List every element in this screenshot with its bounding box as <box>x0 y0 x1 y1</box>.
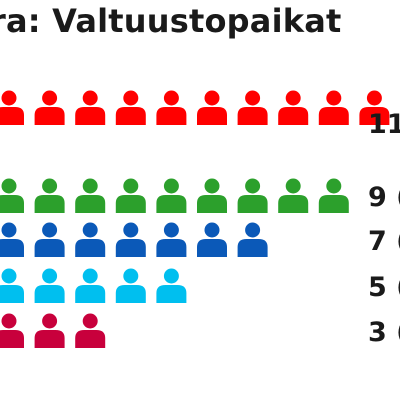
seat-count-label: 5 ( <box>368 272 400 303</box>
seat-count-label: 9 ( <box>368 182 400 213</box>
chart-title: ra: Valtuustopaikat <box>0 2 342 40</box>
seat-icon <box>237 222 268 257</box>
seat-icon <box>34 313 65 348</box>
seat-icon <box>34 178 65 213</box>
party-row: 5 ( <box>0 268 400 303</box>
seat-icon <box>156 268 187 303</box>
seat-count-label: 3 ( <box>368 317 400 348</box>
seat-icon <box>0 90 24 125</box>
seat-count-label: 7 ( <box>368 226 400 257</box>
seat-icon <box>0 268 24 303</box>
party-row: 9 ( <box>0 178 400 213</box>
party-row: 7 ( <box>0 222 400 257</box>
seat-icon <box>318 90 349 125</box>
seat-icon <box>115 222 146 257</box>
seat-icon <box>197 178 227 213</box>
seat-icon <box>237 178 268 213</box>
seat-icon <box>156 90 187 125</box>
seat-icon <box>75 178 106 213</box>
seat-icon <box>75 222 106 257</box>
seat-icon <box>278 178 309 213</box>
seat-icon <box>75 90 106 125</box>
seat-icon <box>0 178 24 213</box>
seat-icon <box>156 222 187 257</box>
seat-icon <box>197 222 227 257</box>
seat-icon <box>359 90 390 125</box>
seat-icon <box>75 313 106 348</box>
seat-icon <box>115 90 146 125</box>
seat-icon <box>34 222 65 257</box>
seat-icon <box>237 90 268 125</box>
seat-icon <box>34 268 65 303</box>
seat-icon <box>278 90 309 125</box>
seat-icon <box>318 178 349 213</box>
seat-icon <box>115 178 146 213</box>
seat-icon <box>75 268 106 303</box>
seat-icon <box>115 268 146 303</box>
seat-icon <box>0 313 24 348</box>
seat-icon <box>197 90 227 125</box>
seat-icon <box>0 222 24 257</box>
seat-icon <box>34 90 65 125</box>
seat-count-label: 11 <box>368 109 400 140</box>
party-row: 11 <box>0 90 400 140</box>
seat-icon <box>156 178 187 213</box>
party-row: 3 ( <box>0 313 400 348</box>
